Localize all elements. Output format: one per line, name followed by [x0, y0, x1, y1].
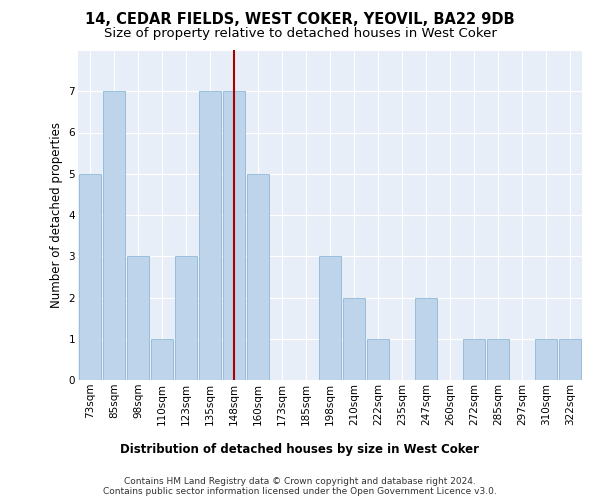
- Text: Contains HM Land Registry data © Crown copyright and database right 2024.: Contains HM Land Registry data © Crown c…: [124, 478, 476, 486]
- Bar: [487, 339, 509, 380]
- Bar: [319, 256, 341, 380]
- Bar: [223, 91, 245, 380]
- Bar: [535, 339, 557, 380]
- Bar: [103, 91, 125, 380]
- Text: 14, CEDAR FIELDS, WEST COKER, YEOVIL, BA22 9DB: 14, CEDAR FIELDS, WEST COKER, YEOVIL, BA…: [85, 12, 515, 28]
- Text: Contains public sector information licensed under the Open Government Licence v3: Contains public sector information licen…: [103, 488, 497, 496]
- Bar: [199, 91, 221, 380]
- Bar: [367, 339, 389, 380]
- Y-axis label: Number of detached properties: Number of detached properties: [50, 122, 63, 308]
- Bar: [247, 174, 269, 380]
- Bar: [79, 174, 101, 380]
- Bar: [151, 339, 173, 380]
- Bar: [415, 298, 437, 380]
- Bar: [175, 256, 197, 380]
- Text: Size of property relative to detached houses in West Coker: Size of property relative to detached ho…: [104, 28, 496, 40]
- Bar: [463, 339, 485, 380]
- Bar: [559, 339, 581, 380]
- Bar: [127, 256, 149, 380]
- Text: Distribution of detached houses by size in West Coker: Distribution of detached houses by size …: [121, 442, 479, 456]
- Bar: [343, 298, 365, 380]
